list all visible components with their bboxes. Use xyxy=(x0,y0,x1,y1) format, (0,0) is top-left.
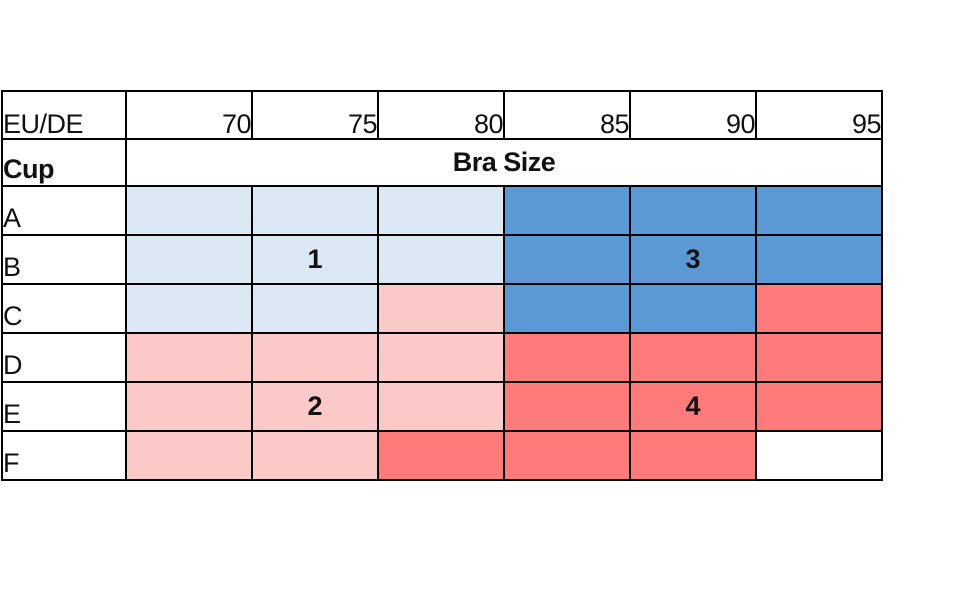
table-cell xyxy=(503,185,631,236)
table-cell xyxy=(377,283,505,334)
table-cell xyxy=(125,185,253,236)
cup-label-a: A xyxy=(1,185,127,236)
cup-label-c: C xyxy=(1,283,127,334)
table-cell xyxy=(377,185,505,236)
table-cell xyxy=(503,381,631,432)
table-cell xyxy=(125,234,253,285)
table-cell xyxy=(251,185,379,236)
table-cell xyxy=(377,430,505,481)
cup-label-e: E xyxy=(1,381,127,432)
group-3-label: 3 xyxy=(629,234,757,285)
table-row: A xyxy=(1,185,883,236)
bra-size-table: EU/DE 70 75 80 85 90 95 Cup Bra Size A xyxy=(1,90,883,481)
table-cell xyxy=(125,332,253,383)
table-row: D xyxy=(1,332,883,383)
cup-title: Cup xyxy=(1,138,127,187)
band-size-header-row: EU/DE 70 75 80 85 90 95 xyxy=(1,90,883,140)
table-cell xyxy=(755,430,883,481)
table-cell xyxy=(755,381,883,432)
band-size-90: 90 xyxy=(629,90,757,140)
table-cell xyxy=(251,283,379,334)
table-cell xyxy=(125,381,253,432)
group-2-label: 2 xyxy=(251,381,379,432)
table-cell xyxy=(755,185,883,236)
table-row: E 2 4 xyxy=(1,381,883,432)
table-cell xyxy=(629,332,757,383)
table-cell xyxy=(755,283,883,334)
table-cell xyxy=(125,430,253,481)
table-row: B 1 3 xyxy=(1,234,883,285)
table-cell xyxy=(629,430,757,481)
cup-label-b: B xyxy=(1,234,127,285)
table-cell xyxy=(377,381,505,432)
table-cell xyxy=(629,283,757,334)
table-cell xyxy=(503,283,631,334)
band-size-95: 95 xyxy=(755,90,883,140)
table-cell xyxy=(755,332,883,383)
eu-de-label: EU/DE xyxy=(1,90,127,140)
group-1-label: 1 xyxy=(251,234,379,285)
table-cell xyxy=(503,234,631,285)
table-cell xyxy=(503,430,631,481)
cup-label-d: D xyxy=(1,332,127,383)
table-cell xyxy=(503,332,631,383)
table-row: F xyxy=(1,430,883,481)
table-row: C xyxy=(1,283,883,334)
title-row: Cup Bra Size xyxy=(1,138,883,187)
table-cell xyxy=(251,430,379,481)
cup-label-f: F xyxy=(1,430,127,481)
table-cell xyxy=(125,283,253,334)
table-cell xyxy=(377,332,505,383)
band-size-70: 70 xyxy=(125,90,253,140)
band-size-85: 85 xyxy=(503,90,631,140)
band-size-80: 80 xyxy=(377,90,505,140)
band-size-75: 75 xyxy=(251,90,379,140)
bra-size-title: Bra Size xyxy=(125,138,883,187)
table-cell xyxy=(629,185,757,236)
group-4-label: 4 xyxy=(629,381,757,432)
table-cell xyxy=(251,332,379,383)
table-cell xyxy=(755,234,883,285)
table-cell xyxy=(377,234,505,285)
